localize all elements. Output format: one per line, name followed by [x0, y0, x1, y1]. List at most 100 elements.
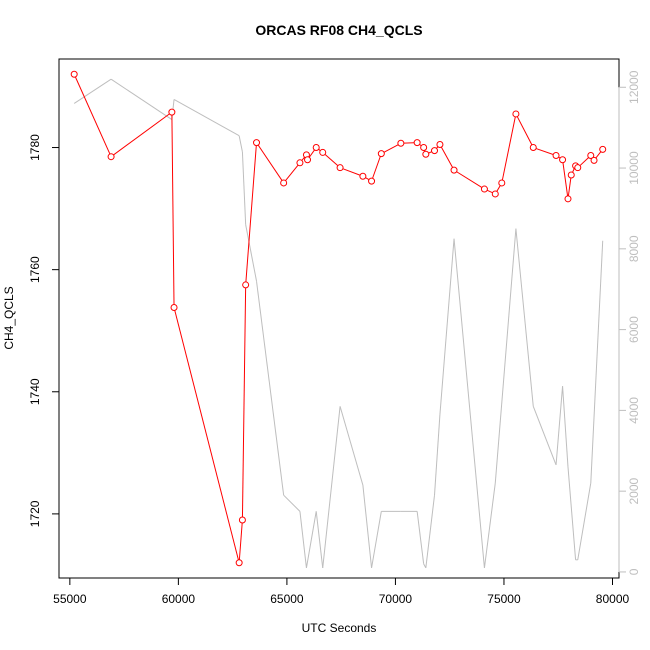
- primary-line-segment: [173, 307, 240, 563]
- primary-data-point: [552, 151, 560, 159]
- primary-data-point: [312, 144, 320, 152]
- primary-data-point: [280, 179, 288, 187]
- primary-line-segment: [283, 162, 301, 184]
- y-axis-label: CH4_QCLS: [2, 286, 16, 349]
- primary-data-point: [480, 185, 488, 193]
- secondary-line-segment: [315, 511, 324, 568]
- primary-line-segment: [238, 519, 243, 563]
- secondary-line-segment: [483, 483, 496, 568]
- primary-data-point: [450, 166, 458, 174]
- primary-line-segment: [501, 113, 517, 184]
- secondary-line-segment: [339, 406, 364, 486]
- plot-frame: [58, 58, 620, 579]
- primary-line-segment: [110, 111, 173, 158]
- secondary-line-segment: [241, 151, 247, 225]
- primary-data-point: [397, 139, 405, 147]
- y2-tick-label: 6000: [627, 316, 641, 343]
- primary-data-point: [235, 559, 243, 567]
- primary-data-point: [574, 164, 582, 172]
- y-axis-right: 0 2000 4000 6000 8000 10000 12000: [618, 70, 641, 575]
- primary-data-point: [168, 108, 176, 116]
- primary-data-point: [359, 172, 367, 180]
- primary-data-point: [319, 148, 327, 156]
- primary-line-segment: [533, 147, 557, 156]
- secondary-line-segment: [425, 495, 436, 568]
- y-tick-label: 1780: [28, 134, 42, 161]
- primary-data-point: [564, 195, 572, 203]
- primary-data-point: [431, 147, 439, 155]
- x-tick-label: 55000: [53, 592, 87, 606]
- primary-line-segment: [322, 152, 341, 169]
- primary-data-point: [242, 281, 250, 289]
- primary-data-point: [336, 164, 344, 172]
- primary-data-point: [253, 139, 261, 147]
- secondary-line-segment: [562, 386, 569, 467]
- primary-data-point: [70, 70, 78, 78]
- primary-data-point: [491, 190, 499, 198]
- primary-line-segment: [381, 142, 402, 155]
- x-tick-label: 70000: [379, 592, 413, 606]
- primary-data-point: [559, 156, 567, 164]
- primary-line-segment: [515, 113, 534, 148]
- series-secondary: [73, 78, 604, 569]
- primary-data-point: [512, 110, 520, 118]
- series-primary: [70, 70, 607, 567]
- primary-line-segment: [567, 174, 572, 199]
- primary-data-point: [587, 151, 595, 159]
- plot-border: [58, 58, 620, 579]
- y-tick-label: 1720: [28, 500, 42, 527]
- x-tick-label: 80000: [596, 592, 630, 606]
- primary-data-point: [529, 144, 537, 152]
- secondary-line-segment: [371, 511, 382, 568]
- primary-data-point: [304, 156, 312, 164]
- secondary-line-segment: [362, 485, 373, 568]
- primary-data-point: [170, 304, 178, 312]
- primary-data-point: [498, 179, 506, 187]
- primary-data-point: [422, 150, 430, 158]
- y2-tick-label: 12000: [627, 70, 641, 104]
- x-tick-label: 65000: [270, 592, 304, 606]
- primary-line-segment: [371, 153, 382, 182]
- y2-tick-label: 10000: [627, 151, 641, 185]
- secondary-line-segment: [515, 228, 534, 407]
- primary-data-point: [420, 144, 428, 152]
- x-axis-label: UTC Seconds: [302, 621, 377, 635]
- secondary-line-segment: [245, 224, 258, 282]
- y2-tick-label: 8000: [627, 235, 641, 262]
- x-tick-label: 75000: [487, 592, 521, 606]
- primary-data-point: [567, 171, 575, 179]
- secondary-line-segment: [238, 135, 243, 152]
- primary-line-segment: [339, 167, 364, 177]
- secondary-line-segment: [73, 78, 112, 104]
- primary-line-segment: [453, 169, 485, 190]
- primary-data-point: [436, 140, 444, 148]
- primary-line-segment: [171, 112, 175, 308]
- primary-data-point: [368, 177, 376, 185]
- secondary-line-segment: [256, 281, 285, 496]
- x-tick-label: 60000: [162, 592, 196, 606]
- primary-data-point: [413, 139, 421, 147]
- primary-line-segment: [439, 144, 455, 171]
- secondary-line-segment: [439, 238, 455, 415]
- secondary-line-segment: [305, 511, 317, 568]
- secondary-line-segment: [494, 228, 517, 484]
- secondary-line-segment: [110, 78, 173, 121]
- y2-tick-label: 2000: [627, 477, 641, 504]
- primary-line-segment: [562, 159, 569, 199]
- primary-line-segment: [245, 142, 258, 285]
- secondary-line-segment: [532, 406, 557, 466]
- primary-data-point: [599, 145, 607, 153]
- secondary-line-segment: [577, 483, 592, 560]
- secondary-line-segment: [173, 98, 240, 137]
- secondary-line-segment: [283, 494, 301, 512]
- secondary-line-segment: [453, 238, 485, 568]
- secondary-line-segment: [416, 511, 425, 564]
- primary-data-point: [590, 156, 598, 164]
- y-tick-label: 1740: [28, 378, 42, 405]
- y-tick-label: 1760: [28, 256, 42, 283]
- secondary-line-segment: [555, 386, 564, 465]
- y-axis-left: 1720 1740 1760 1780: [28, 134, 60, 527]
- primary-data-point: [296, 159, 304, 167]
- y2-tick-label: 0: [627, 568, 641, 575]
